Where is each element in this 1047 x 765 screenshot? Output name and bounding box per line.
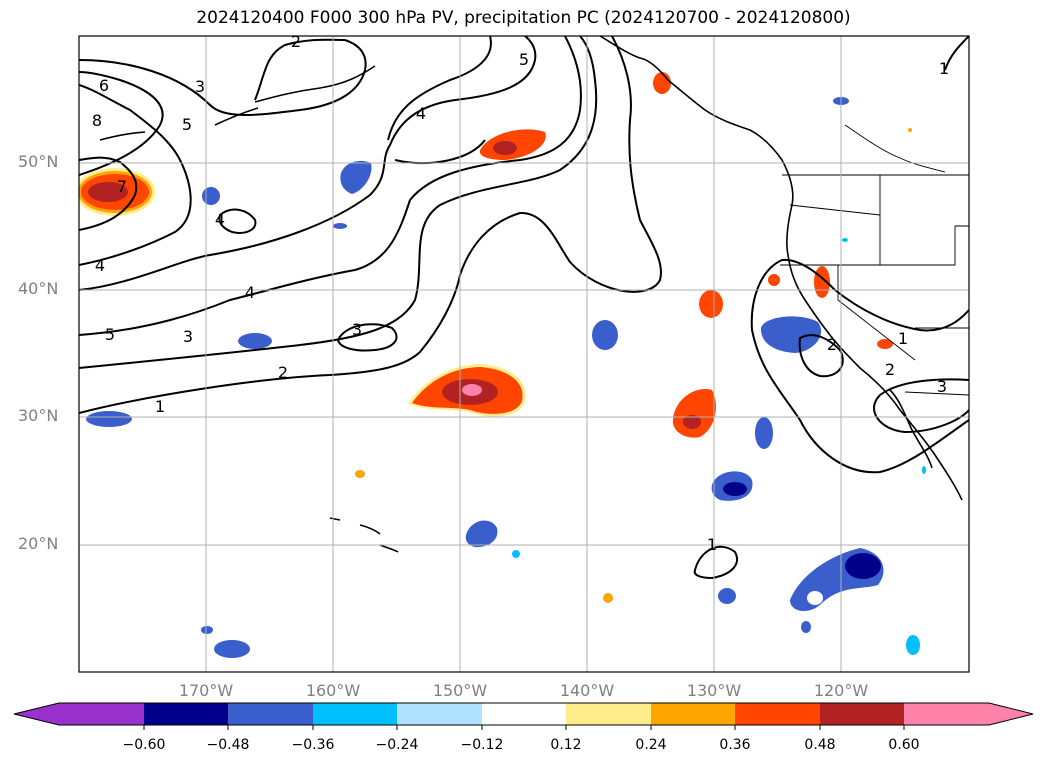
lat-label: 50°N: [18, 152, 59, 171]
colorbar-segment: [735, 703, 820, 725]
pv-contour-label: 2: [278, 363, 288, 382]
pv-contour-label: 1: [707, 535, 717, 554]
lon-label: 120°W: [813, 681, 869, 700]
colorbar-segment: [59, 703, 144, 725]
colorbar-segment: [482, 703, 566, 725]
pv-contour-label: 2: [885, 360, 895, 379]
colorbar-tick-label: 0.24: [635, 737, 667, 753]
colorbar-extend-high: [989, 703, 1033, 725]
pv-contour-label: 3: [352, 320, 362, 339]
pv-contour-label: 4: [416, 104, 426, 123]
pv-contour-label: 6: [99, 76, 109, 95]
colorbar-tick-label: −0.12: [460, 737, 504, 753]
pv-contour-label: 2: [291, 32, 301, 51]
lon-label: 170°W: [178, 681, 234, 700]
map-title: 2024120400 F000 300 hPa PV, precipitatio…: [196, 8, 851, 28]
colorbar-tick-label: −0.36: [291, 737, 335, 753]
pv-contour-label: 3: [195, 77, 205, 96]
pv-contour-label: 4: [95, 256, 105, 275]
map-frame: [78, 35, 970, 673]
colorbar-segment: [144, 703, 228, 725]
colorbar-segment: [820, 703, 904, 725]
pv-contour-label: 3: [937, 377, 947, 396]
colorbar-tick-label: −0.60: [122, 737, 166, 753]
lat-label: 40°N: [18, 279, 59, 298]
pv-contour-label: 8: [92, 111, 102, 130]
coastlines: [99, 36, 963, 553]
pv-contour-label: 5: [519, 50, 529, 69]
pv-contour-label: 1: [939, 59, 949, 78]
pv-contour-label-group: 1 1 1 1 2 2 2 2 3 3 3 3 4 4 4 4 5 5 5 6 …: [92, 32, 949, 554]
colorbar-segment: [566, 703, 651, 725]
pv-contour-label: 5: [182, 115, 192, 134]
lon-label: 160°W: [305, 681, 361, 700]
lat-label: 20°N: [18, 534, 59, 553]
pv-contour-label: 1: [155, 397, 165, 416]
colorbar-tick-label: 0.60: [888, 737, 920, 753]
colorbar-tick-label: 0.12: [550, 737, 582, 753]
colorbar-segment: [397, 703, 482, 725]
colorbar-segment: [313, 703, 397, 725]
pv-contour-label: 1: [898, 329, 908, 348]
colorbar-segment: [651, 703, 735, 725]
pv-contour-label: 4: [215, 210, 225, 229]
lat-label: 30°N: [18, 406, 59, 425]
lon-label: 130°W: [686, 681, 742, 700]
colorbar-segment: [904, 703, 989, 725]
colorbar-tick-label: 0.36: [719, 737, 751, 753]
colorbar-segment: [228, 703, 313, 725]
pv-contour-label: 5: [105, 325, 115, 344]
colorbar-tick-label: −0.24: [375, 737, 419, 753]
gridlines: [79, 36, 969, 672]
colorbar: [13, 702, 1034, 730]
lon-label: 140°W: [559, 681, 615, 700]
state-borders: [780, 124, 969, 396]
pv-contour-label: 4: [245, 283, 255, 302]
colorbar-tick-label: −0.48: [206, 737, 250, 753]
pv-contour-label: 2: [827, 335, 837, 354]
colorbar-extend-low: [14, 703, 59, 725]
pv-contour-label: 7: [117, 177, 127, 196]
colorbar-tick-label: 0.48: [804, 737, 836, 753]
lon-label: 150°W: [432, 681, 488, 700]
colorbar-outline: [13, 702, 1034, 726]
pv-contour-lines: [79, 36, 969, 580]
precip-blobs: [79, 72, 926, 658]
pv-contour-label: 3: [183, 327, 193, 346]
